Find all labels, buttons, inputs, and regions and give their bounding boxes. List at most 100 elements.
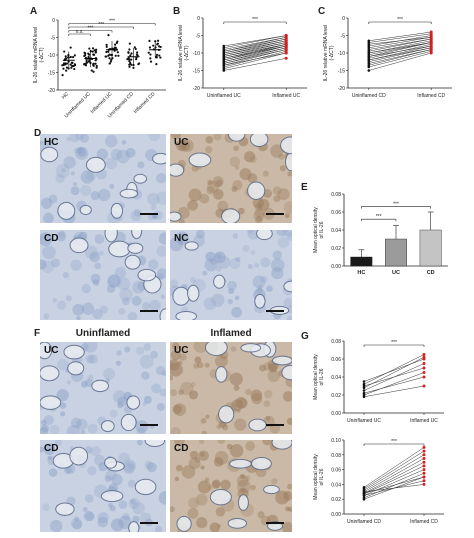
point-uninflamed (367, 69, 371, 72)
pair-line (223, 38, 287, 52)
tissue-cell (211, 293, 225, 307)
tissue-cell (193, 342, 208, 353)
data-point (83, 54, 87, 57)
x-tick-label: HC (61, 91, 71, 101)
micrograph-label: NC (174, 233, 189, 244)
data-point (65, 62, 69, 65)
data-point (88, 47, 91, 50)
data-point (94, 62, 97, 65)
y-tick-label: -20 (338, 86, 345, 92)
y-tick-label: 0 (52, 18, 55, 24)
point-inflamed (422, 357, 426, 361)
pair-line (363, 461, 425, 494)
tissue-cell (217, 200, 229, 212)
tissue-cell (231, 306, 243, 318)
tissue-cell (203, 297, 217, 310)
tissue-cell (178, 389, 185, 395)
tissue-cell (128, 497, 140, 509)
tissue-cell (109, 409, 118, 418)
tissue-cell (142, 401, 147, 406)
data-point (128, 48, 131, 51)
tissue-cell (158, 232, 166, 245)
tissue-cell (90, 190, 100, 201)
data-point (137, 62, 141, 65)
pair-line (363, 385, 425, 398)
significance-label: *** (391, 340, 397, 346)
tissue-cell (72, 303, 85, 316)
point-inflamed (429, 41, 433, 44)
crypt (63, 344, 85, 360)
tissue-cell (270, 258, 285, 272)
tissue-cell (234, 418, 247, 431)
crypt (85, 156, 106, 173)
tissue-cell (215, 253, 222, 260)
tissue-cell (217, 440, 226, 445)
tissue-cell (84, 245, 99, 260)
tissue-cell (230, 346, 237, 352)
pair-line (223, 47, 287, 62)
data-point (87, 52, 90, 55)
tissue-cell (204, 477, 210, 483)
crypt (218, 405, 235, 424)
point-inflamed (422, 468, 426, 472)
data-point (107, 54, 110, 57)
tissue-cell (92, 308, 103, 320)
tissue-cell (229, 257, 241, 269)
y-tick-label: 0.08 (331, 192, 341, 198)
tissue-cell (201, 430, 207, 434)
tissue-cell (69, 134, 80, 143)
tissue-cell (143, 343, 151, 351)
tissue-cell (70, 259, 82, 271)
tissue-cell (279, 165, 286, 172)
crypt (40, 146, 59, 163)
crypt (57, 201, 76, 220)
point-uninflamed (222, 44, 226, 48)
tissue-cell (237, 479, 251, 494)
tissue-texture (170, 230, 292, 320)
tissue-cell (175, 231, 189, 245)
data-point (134, 47, 137, 51)
tissue-cell (197, 480, 211, 494)
pair-line (368, 45, 432, 57)
tissue-cell (257, 198, 270, 211)
data-point (128, 63, 131, 66)
pair-line (223, 38, 287, 54)
chart-e-bar: Mean optical density of IL-26 0.00 0.02 0.04… (313, 192, 448, 276)
chart-g2-paired: Mean optical density of IL-26 0.00 0.02 0.04… (313, 438, 444, 525)
tissue-cell (253, 210, 265, 222)
tissue-cell (171, 342, 180, 350)
tissue-cell (199, 440, 205, 444)
tissue-cell (131, 295, 142, 306)
tissue-cell (247, 264, 253, 270)
data-point (105, 55, 108, 58)
pair-line (368, 45, 432, 61)
tissue-cell (263, 189, 273, 198)
crypt (100, 420, 115, 433)
tissue-cell (98, 250, 104, 256)
crypt (119, 188, 139, 199)
pair-line (363, 450, 425, 490)
tissue-cell (231, 399, 244, 412)
tissue-cell (40, 446, 45, 453)
point-uninflamed (362, 491, 366, 495)
pair-line (223, 49, 287, 66)
tissue-cell (111, 474, 123, 486)
tissue-cell (59, 402, 67, 409)
crypt (124, 254, 141, 270)
data-point (114, 46, 117, 49)
tissue-cell (188, 457, 201, 470)
tissue-cell (212, 176, 224, 188)
crypt (110, 202, 124, 219)
tissue-cell (232, 180, 243, 191)
tissue-cell (249, 155, 257, 163)
pair-line (368, 38, 432, 50)
data-point (158, 54, 161, 57)
tissue-cell (49, 424, 60, 434)
pair-line (223, 45, 287, 62)
tissue-cell (213, 457, 224, 467)
y-axis-label: IL-26 relative mRNA level (33, 27, 39, 83)
tissue-cell (170, 279, 179, 288)
data-point (62, 67, 65, 70)
tissue-cell (136, 427, 146, 434)
pair-line (368, 47, 432, 62)
